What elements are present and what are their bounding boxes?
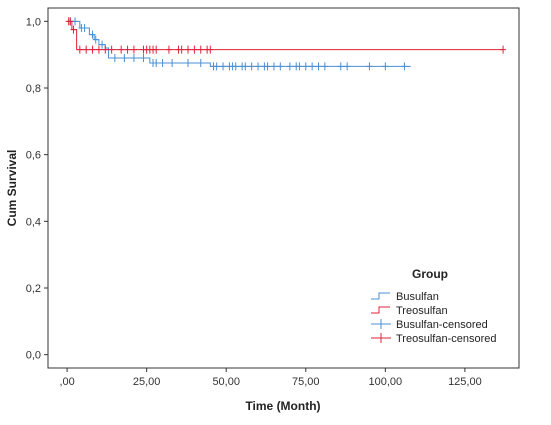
busulfan-censor-mark xyxy=(220,62,227,71)
y-tick-label: 0,4 xyxy=(26,216,41,228)
treosulfan-censor-mark xyxy=(83,45,90,54)
legend-censor-swatch xyxy=(371,319,391,329)
y-tick-label: 0,6 xyxy=(26,150,41,162)
x-tick-label: 100,00 xyxy=(369,376,403,388)
treosulfan-censor-mark xyxy=(89,45,96,54)
treosulfan-censor-mark xyxy=(207,45,214,54)
busulfan-censor-mark xyxy=(401,62,408,71)
y-axis-label: Cum Survival xyxy=(5,150,19,227)
y-tick-label: 1,0 xyxy=(26,16,41,28)
treosulfan-censor-mark xyxy=(165,45,172,54)
busulfan-censor-mark xyxy=(185,59,192,67)
x-tick-label: 50,00 xyxy=(212,376,240,388)
legend-line-swatch xyxy=(371,306,390,314)
busulfan-censor-mark xyxy=(264,62,271,71)
treosulfan-censor-mark xyxy=(70,25,77,34)
treosulfan-censor-mark xyxy=(178,45,185,54)
treosulfan-censor-mark xyxy=(108,45,115,54)
treosulfan-censor-mark xyxy=(102,45,109,54)
treosulfan-censor-mark xyxy=(500,45,507,54)
busulfan-censor-mark xyxy=(296,62,303,71)
plot-frame xyxy=(47,7,520,369)
legend-censor-swatch xyxy=(371,333,391,343)
treosulfan-censor-mark xyxy=(197,45,204,54)
busulfan-censor-mark xyxy=(169,59,176,67)
x-axis-label: Time (Month) xyxy=(245,399,320,413)
treosulfan-censor-mark xyxy=(95,45,102,54)
legend-entry-label: Busulfan xyxy=(396,291,439,303)
y-tick-label: 0,0 xyxy=(26,350,41,362)
busulfan-censor-mark xyxy=(197,59,204,67)
treosulfan-censor-mark xyxy=(118,45,125,54)
busulfan-censor-mark xyxy=(255,62,262,71)
x-tick-label: 25,00 xyxy=(133,376,161,388)
legend-entry-label: Busulfan-censored xyxy=(396,319,488,331)
busulfan-censor-mark xyxy=(242,62,249,71)
busulfan-censor-mark xyxy=(89,30,96,39)
busulfan-censor-mark xyxy=(315,62,322,71)
busulfan-censor-mark xyxy=(99,40,106,49)
y-tick-label: 0,8 xyxy=(26,83,41,95)
busulfan-censor-mark xyxy=(302,62,309,71)
busulfan-censor-mark xyxy=(159,59,166,67)
busulfan-censor-mark xyxy=(153,59,160,67)
y-tick-label: 0,2 xyxy=(26,283,41,295)
legend-entry-label: Treosulfan xyxy=(396,305,448,317)
busulfan-censor-mark xyxy=(270,62,277,71)
busulfan-censor-mark xyxy=(130,54,137,62)
busulfan-censor-mark xyxy=(232,62,239,71)
busulfan-censor-mark xyxy=(140,54,147,62)
busulfan-censor-mark xyxy=(286,62,293,71)
busulfan-censor-mark xyxy=(111,54,118,62)
x-tick-label: 75,00 xyxy=(292,376,320,388)
legend-line-swatch xyxy=(371,292,390,300)
censored-marks xyxy=(65,17,507,71)
busulfan-censor-mark xyxy=(213,62,220,71)
legend-title: Group xyxy=(412,267,448,281)
busulfan-censor-mark xyxy=(321,62,328,71)
treosulfan-censor-mark xyxy=(185,45,192,54)
busulfan-censor-mark xyxy=(121,54,128,62)
busulfan-censor-mark xyxy=(248,62,255,71)
busulfan-censor-mark xyxy=(81,24,88,32)
legend-entry-label: Treosulfan-censored xyxy=(396,333,496,345)
busulfan-censor-mark xyxy=(366,62,373,71)
x-axis-ticks: ,00 25,00 50,00 75,00 100,00 125,00 xyxy=(59,368,482,388)
legend: Group Busulfan Treosulfan Busulfan-censore… xyxy=(371,267,496,345)
x-tick-label: 125,00 xyxy=(448,376,482,388)
treosulfan-censor-mark xyxy=(124,45,131,54)
x-tick-label: ,00 xyxy=(59,376,74,388)
treosulfan-censor-mark xyxy=(130,45,137,54)
busulfan-censor-mark xyxy=(277,62,284,71)
busulfan-censor-mark xyxy=(92,35,99,44)
y-axis-ticks: 0,0 0,2 0,4 0,6 0,8 1,0 xyxy=(26,16,48,362)
busulfan-censor-mark xyxy=(309,62,316,71)
treosulfan-censor-mark xyxy=(76,45,83,54)
busulfan-censor-mark xyxy=(382,62,389,71)
treosulfan-censor-mark xyxy=(191,45,198,54)
treosulfan-censor-mark xyxy=(67,17,74,26)
busulfan-censor-mark xyxy=(337,62,344,71)
treosulfan-censor-mark xyxy=(153,45,160,54)
busulfan-censor-mark xyxy=(344,62,351,71)
